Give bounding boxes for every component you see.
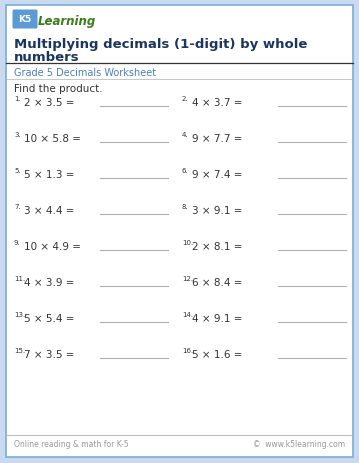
Text: 3.: 3.: [14, 131, 21, 138]
Text: K5: K5: [18, 15, 32, 25]
Text: 4 × 3.9 =: 4 × 3.9 =: [24, 277, 75, 288]
Text: 13.: 13.: [14, 311, 25, 317]
Text: 5 × 5.4 =: 5 × 5.4 =: [24, 313, 75, 323]
Text: 12.: 12.: [182, 275, 193, 282]
Text: 5 × 1.6 =: 5 × 1.6 =: [192, 349, 242, 359]
Text: numbers: numbers: [14, 51, 80, 64]
Text: 5 × 1.3 =: 5 × 1.3 =: [24, 169, 75, 180]
Text: Online reading & math for K-5: Online reading & math for K-5: [14, 439, 129, 448]
Text: 6 × 8.4 =: 6 × 8.4 =: [192, 277, 242, 288]
Text: 14.: 14.: [182, 311, 193, 317]
Text: Grade 5 Decimals Worksheet: Grade 5 Decimals Worksheet: [14, 68, 156, 78]
Text: 4 × 9.1 =: 4 × 9.1 =: [192, 313, 242, 323]
Text: 2.: 2.: [182, 96, 188, 102]
Text: 16.: 16.: [182, 347, 193, 353]
Text: Multiplying decimals (1-digit) by whole: Multiplying decimals (1-digit) by whole: [14, 38, 307, 51]
Text: 8.: 8.: [182, 204, 189, 210]
Text: 9.: 9.: [14, 239, 21, 245]
Text: 4 × 3.7 =: 4 × 3.7 =: [192, 98, 242, 108]
Text: 1.: 1.: [14, 96, 21, 102]
Text: 7.: 7.: [14, 204, 21, 210]
Text: ©  www.k5learning.com: © www.k5learning.com: [253, 439, 345, 448]
Text: 5.: 5.: [14, 168, 20, 174]
Text: 6.: 6.: [182, 168, 189, 174]
Text: 11.: 11.: [14, 275, 25, 282]
FancyBboxPatch shape: [13, 11, 37, 30]
Text: 2 × 3.5 =: 2 × 3.5 =: [24, 98, 75, 108]
Text: 3 × 9.1 =: 3 × 9.1 =: [192, 206, 242, 216]
Text: 10.: 10.: [182, 239, 193, 245]
Text: 4.: 4.: [182, 131, 188, 138]
Text: 15.: 15.: [14, 347, 25, 353]
FancyBboxPatch shape: [6, 6, 353, 457]
Text: 7 × 3.5 =: 7 × 3.5 =: [24, 349, 75, 359]
Text: 9 × 7.4 =: 9 × 7.4 =: [192, 169, 242, 180]
Text: 9 × 7.7 =: 9 × 7.7 =: [192, 134, 242, 144]
Text: 10 × 4.9 =: 10 × 4.9 =: [24, 242, 81, 251]
Text: 2 × 8.1 =: 2 × 8.1 =: [192, 242, 242, 251]
Text: 10 × 5.8 =: 10 × 5.8 =: [24, 134, 81, 144]
Text: Learning: Learning: [38, 14, 96, 27]
Text: Find the product.: Find the product.: [14, 84, 103, 94]
Text: 3 × 4.4 =: 3 × 4.4 =: [24, 206, 75, 216]
